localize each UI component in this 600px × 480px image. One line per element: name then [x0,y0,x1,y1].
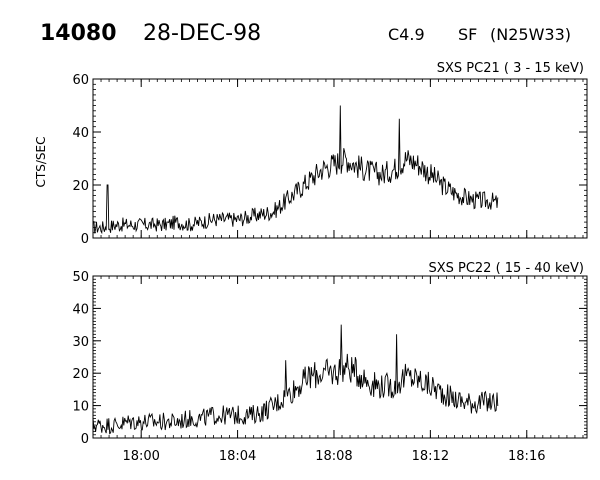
y-tick-label: 60 [72,73,89,88]
y-tick-label: 20 [72,367,89,382]
x-tick-label: 18:04 [219,449,256,464]
panel-title-pc21: SXS PC21 ( 3 - 15 keV) [437,61,584,76]
y-tick-label: 0 [81,432,89,447]
event-date: 28-DEC-98 [143,21,261,46]
panel-title-pc22: SXS PC22 ( 15 - 40 keV) [428,261,584,276]
flare-location: (N25W33) [490,25,571,44]
panel-pc22: SXS PC22 ( 15 - 40 keV) 18:00 18:04 18:08 1… [72,261,588,464]
x-tick-label: 18:12 [412,449,449,464]
optical-class: SF [458,25,477,44]
y-tick-label: 40 [72,302,89,317]
goes-class: C4.9 [388,25,425,44]
y-tick-label: 10 [72,400,89,415]
event-id: 14080 [40,21,117,46]
x-tick-label: 18:16 [508,449,545,464]
tick-labels-pc22: 18:00 18:04 18:08 18:12 18:16 0 10 20 30 40 50 [72,270,545,464]
ticks-pc22 [92,275,587,439]
y-tick-label: 30 [72,335,89,350]
panel-pc21: SXS PC21 ( 3 - 15 keV) CTS/SEC 0 20 40 60 [34,61,588,247]
plot-frame-pc22 [92,275,588,439]
y-tick-label: 50 [72,270,89,285]
series-line-pc21 [92,105,499,235]
x-tick-label: 18:00 [122,449,159,464]
series-line-pc22 [92,324,499,435]
y-tick-label: 20 [72,179,89,194]
y-axis-label-pc21: CTS/SEC [34,137,48,188]
x-tick-label: 18:08 [315,449,352,464]
tick-labels-pc21: 0 20 40 60 [72,73,89,247]
y-tick-label: 0 [81,232,89,247]
y-tick-label: 40 [72,126,89,141]
